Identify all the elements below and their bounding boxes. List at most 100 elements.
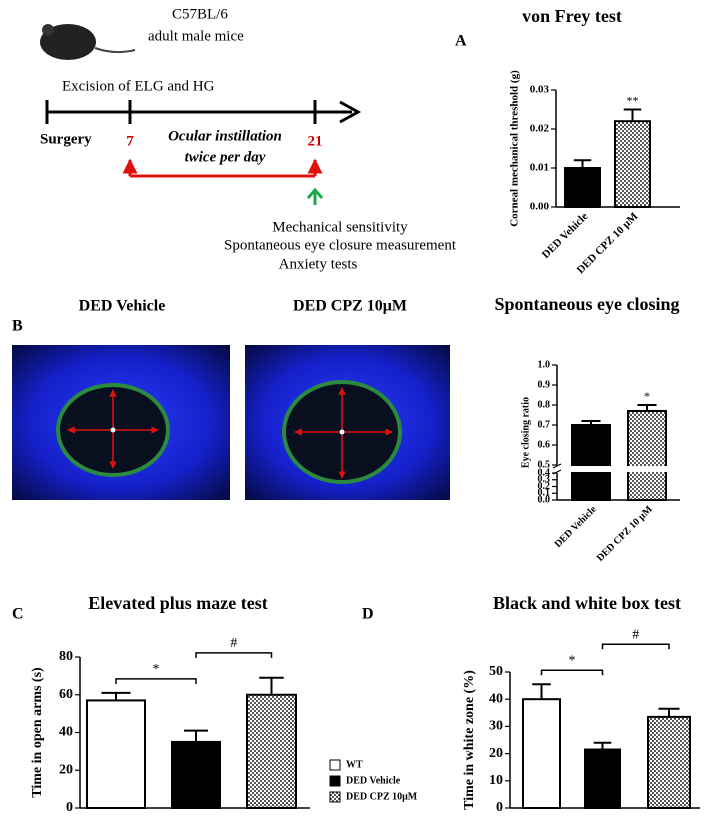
- y-tick-label: 0.6: [538, 439, 551, 450]
- error-bar: [581, 420, 601, 425]
- treatment: Ocular instillation: [168, 128, 282, 144]
- y-axis-label: Corneal mechanical threshold (g): [509, 70, 521, 227]
- bracket: [115, 678, 197, 684]
- error-bar: [184, 729, 208, 742]
- treatment: twice per day: [185, 149, 266, 165]
- y-tick-label: 80: [59, 649, 73, 664]
- error-bar: [101, 691, 131, 701]
- panel-label: D: [362, 606, 374, 623]
- y-tick-label: 0.4: [538, 467, 551, 478]
- legend-label: DED Vehicle: [346, 775, 401, 786]
- mouse-icon: [40, 24, 96, 60]
- y-axis-label: Eye closing ratio: [520, 397, 531, 468]
- photo-title: DED CPZ 10μM: [293, 298, 407, 315]
- mouse-tail: [94, 47, 136, 54]
- bracket: [195, 652, 273, 658]
- panel-label: A: [455, 33, 467, 50]
- bar: [522, 698, 561, 810]
- y-tick-label: 0.8: [538, 399, 551, 410]
- bracket-label: *: [569, 653, 576, 668]
- bar: [614, 120, 651, 208]
- y-tick-label: 50: [489, 664, 503, 679]
- y-tick-label: 0.00: [530, 201, 550, 213]
- timeline: C57BL/6 adult male mice Excision of ELG …: [40, 6, 457, 272]
- chart-title: von Frey test: [522, 6, 622, 26]
- y-axis-label: Time in white zone (%): [462, 670, 477, 810]
- bar: [571, 424, 611, 501]
- chart-title: Black and white box test: [493, 593, 681, 613]
- subject: adult male mice: [148, 28, 244, 44]
- y-tick-label: 0.7: [538, 419, 551, 430]
- y-tick-label: 0.3: [538, 474, 551, 485]
- chart-title: Elevated plus maze test: [88, 593, 267, 613]
- legend-label: WT: [346, 759, 363, 770]
- day-label: 21: [308, 133, 323, 149]
- error-bar: [259, 676, 284, 695]
- legend-swatch: [329, 775, 341, 787]
- mouse-ear: [42, 24, 54, 36]
- y-tick-label: 20: [59, 762, 73, 777]
- y-tick-label: 40: [489, 691, 503, 706]
- eye-photo: [12, 345, 230, 500]
- bracket: [601, 643, 670, 650]
- eye-photo: [245, 345, 450, 500]
- error-bar: [658, 707, 680, 717]
- bar: [171, 740, 221, 809]
- y-tick-label: 20: [489, 746, 503, 761]
- y-tick-label: 0.03: [530, 84, 550, 96]
- legend-swatch: [329, 759, 341, 771]
- bar: [86, 699, 146, 809]
- test: Spontaneous eye closure measurement: [224, 237, 457, 253]
- bracket-label: #: [230, 636, 237, 651]
- error-bar: [623, 108, 642, 122]
- day-label: 7: [126, 133, 134, 149]
- strain: C57BL/6: [172, 6, 228, 22]
- photos: B DED Vehicle DED CPZ 10μM: [12, 298, 450, 500]
- test: Mechanical sensitivity: [272, 219, 408, 235]
- y-tick-label: 10: [489, 773, 503, 788]
- y-tick-label: 0.02: [530, 123, 550, 135]
- error-bar: [637, 404, 657, 411]
- test: Anxiety tests: [279, 256, 358, 272]
- y-tick-label: 0.2: [538, 481, 551, 492]
- y-tick-label: 0.0: [538, 494, 551, 505]
- y-tick-label: 30: [489, 719, 503, 734]
- bar: [584, 748, 621, 810]
- significance: *: [644, 389, 650, 403]
- error-bar: [573, 159, 592, 168]
- error-bar: [532, 683, 551, 700]
- legend-label: DED CPZ 10μM: [346, 791, 418, 802]
- panel-label: B: [12, 318, 23, 335]
- bar: [564, 167, 601, 208]
- panel-label: C: [12, 606, 24, 623]
- y-tick-label: 60: [59, 687, 73, 702]
- y-tick-label: 40: [59, 725, 73, 740]
- y-axis-label: Time in open arms (s): [30, 667, 45, 798]
- y-tick-label: 0.9: [538, 379, 551, 390]
- y-tick-label: 0.5: [538, 459, 551, 470]
- y-tick-label: 0: [66, 800, 73, 815]
- significance: **: [627, 93, 639, 107]
- chart: Black and white box test D Time in white z…: [362, 593, 700, 815]
- legend-swatch: [329, 791, 341, 803]
- bracket: [540, 669, 604, 676]
- bar: [647, 715, 691, 810]
- y-tick-label: 1.0: [538, 359, 551, 370]
- procedure: Excision of ELG and HG: [62, 78, 215, 94]
- bar: [246, 693, 297, 809]
- test-arrow: [306, 187, 324, 205]
- y-tick-label: 0.1: [538, 488, 551, 499]
- chart: Elevated plus maze test C Time in open arm…: [12, 593, 418, 815]
- bracket-label: #: [632, 627, 639, 642]
- chart-title: Spontaneous eye closing: [494, 294, 679, 314]
- y-tick-label: 0.01: [530, 162, 549, 174]
- bar: [627, 410, 667, 501]
- time-arrow: [339, 100, 362, 124]
- error-bar: [593, 741, 612, 750]
- axis-break-gap: [551, 466, 680, 472]
- photo-title: DED Vehicle: [79, 298, 166, 315]
- start-label: Surgery: [40, 131, 92, 147]
- y-tick-label: 0: [496, 800, 503, 815]
- bracket-label: *: [153, 662, 160, 677]
